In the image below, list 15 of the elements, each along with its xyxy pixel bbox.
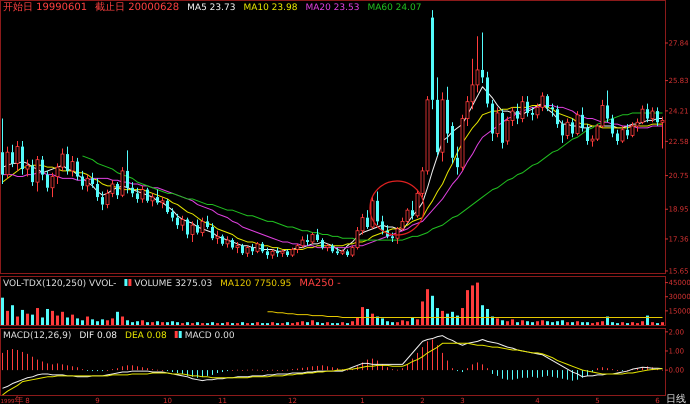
- text: DIF 0.08: [79, 331, 118, 341]
- text: MA120 7750.95: [220, 279, 292, 289]
- annotation: 开始日 19990601: [3, 2, 88, 13]
- text: MA60 24.07: [367, 3, 422, 13]
- annotation: 截止日 20000628: [95, 1, 180, 13]
- text: MA20 23.53: [305, 3, 360, 13]
- legend-label: MACD 0.00: [184, 331, 235, 341]
- legend-label: VOLUME 3275.03: [134, 279, 212, 289]
- text: 日线: [666, 392, 686, 404]
- text: DEA 0.08: [125, 331, 167, 341]
- chart-title: VOL-TDX(120,250) VVOL-: [3, 279, 116, 289]
- text: MA10 23.98: [243, 3, 298, 13]
- annotation: MA250 -: [299, 278, 342, 289]
- text: MA5 23.73: [187, 3, 236, 13]
- chart-title: MACD(12,26,9): [3, 331, 72, 341]
